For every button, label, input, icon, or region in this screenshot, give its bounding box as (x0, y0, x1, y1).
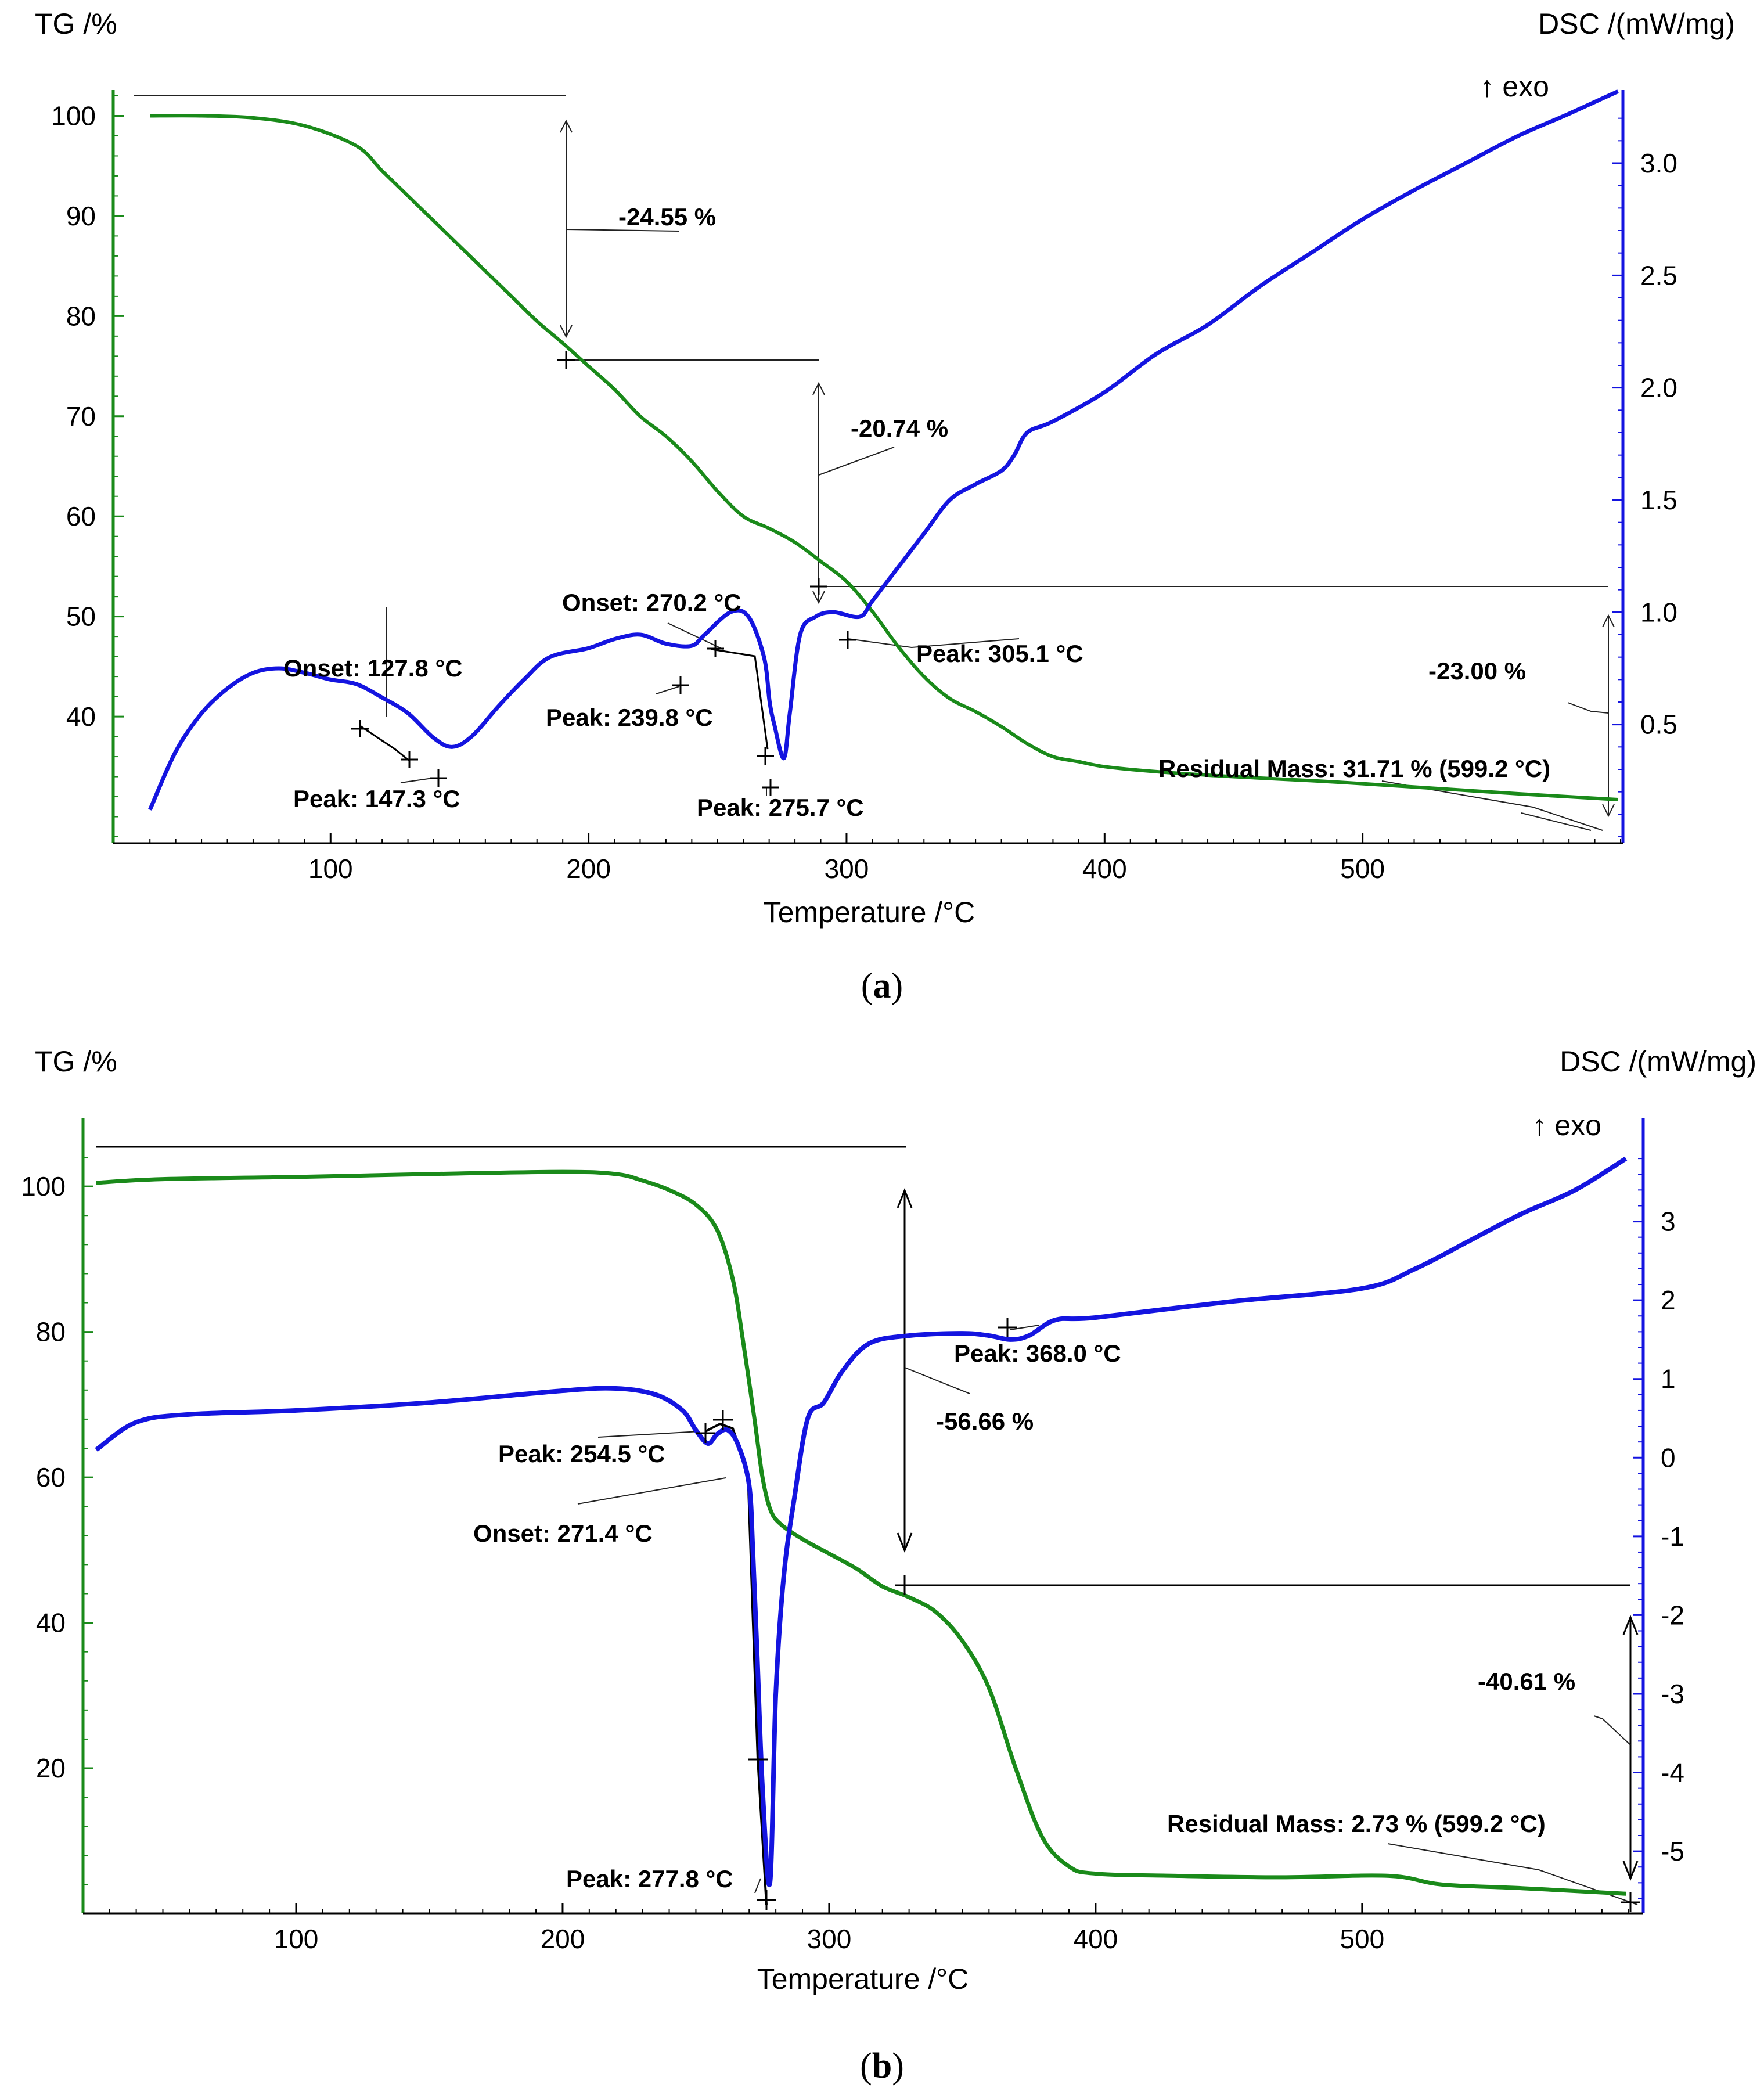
panel-a-minor-ticks (113, 95, 1623, 843)
y-left-tick-label: 50 (66, 602, 96, 632)
y-left-tick-label: 60 (36, 1462, 66, 1492)
x-tick-label: 100 (308, 854, 353, 884)
panel-a-step1-label: -24.55 % (618, 203, 716, 231)
y-left-tick-label: 80 (36, 1317, 66, 1347)
y-left-tick-label: 90 (66, 201, 96, 231)
x-tick-label: 400 (1082, 854, 1127, 884)
panel-a-ticks: 100 200 300 400 500 40 50 60 70 80 90 100 0.5 1.0 1.5 2… (51, 100, 1677, 884)
y-right-tick-label: 3.0 (1640, 148, 1677, 178)
panel-b-caption: (b) (860, 2046, 904, 2086)
y-right-tick-label: 2.0 (1640, 373, 1677, 403)
y-left-tick-label: 20 (36, 1753, 66, 1783)
panel-a-tg-axis-title: TG /% (35, 8, 117, 40)
panel-a-residual-label: Residual Mass: 31.71 % (599.2 °C) (1158, 755, 1550, 782)
panel-a-x-axis-title: Temperature /°C (764, 896, 975, 929)
y-right-tick-label: -1 (1661, 1521, 1684, 1552)
x-tick-label: 200 (566, 854, 611, 884)
panel-a-exo-label: ↑ exo (1479, 70, 1549, 103)
panel-a-caption: (a) (861, 966, 903, 1006)
y-left-tick-label: 40 (36, 1608, 66, 1638)
panel-b-dsc-axis-title: DSC /(mW/mg) (1560, 1045, 1756, 1078)
panel-a-peak2-label: Peak: 239.8 °C (546, 704, 713, 731)
y-right-tick-label: 1 (1661, 1364, 1676, 1394)
panel-b-residual-label: Residual Mass: 2.73 % (599.2 °C) (1167, 1810, 1546, 1837)
x-tick-label: 500 (1340, 854, 1385, 884)
y-left-tick-label: 70 (66, 401, 96, 431)
panel-b-onset1-label: Onset: 271.4 °C (473, 1520, 653, 1547)
panel-a-markers (351, 351, 856, 796)
y-left-tick-label: 100 (21, 1171, 66, 1201)
y-right-tick-label: 1.0 (1640, 597, 1677, 627)
x-tick-label: 300 (807, 1924, 852, 1954)
y-right-tick-label: 3 (1661, 1207, 1676, 1237)
y-left-tick-label: 40 (66, 701, 96, 732)
y-right-tick-label: -4 (1661, 1758, 1684, 1788)
y-right-tick-label: -3 (1661, 1679, 1684, 1709)
panel-b-peak1-label: Peak: 254.5 °C (498, 1440, 665, 1467)
panel-a-dsc-curve (147, 89, 1619, 811)
panel-a-onset1-label: Onset: 127.8 °C (283, 654, 463, 682)
x-tick-label: 400 (1074, 1924, 1118, 1954)
panel-b-dsc-curve (95, 1156, 1628, 1887)
y-right-tick-label: 1.5 (1640, 485, 1677, 515)
panel-b-ticks: 100 200 300 400 500 20 40 60 80 100 -5 -4 -3 -2 -1 0 1 2 3 (21, 1171, 1684, 1954)
panel-b-peak3-label: Peak: 368.0 °C (954, 1340, 1121, 1367)
panel-b-markers (696, 1318, 1640, 1912)
x-tick-label: 300 (825, 854, 869, 884)
panel-a-peak1-label: Peak: 147.3 °C (293, 785, 460, 812)
panel-b-chart: TG /% DSC /(mW/mg) ↑ exo Temperature /°C… (21, 1045, 1756, 2086)
panel-b-exo-label: ↑ exo (1532, 1109, 1601, 1142)
panel-a-peak4-label: Peak: 305.1 °C (916, 640, 1083, 667)
x-tick-label: 100 (274, 1924, 319, 1954)
y-right-tick-label: 2.5 (1640, 260, 1677, 290)
panel-a-tangent-lines (359, 648, 769, 762)
panel-a-annotation-lines (134, 95, 1615, 831)
panel-b-peak2-label: Peak: 277.8 °C (566, 1865, 733, 1892)
panel-b-x-axis-title: Temperature /°C (757, 1963, 969, 1995)
panel-a-step3-label: -23.00 % (1428, 657, 1526, 685)
y-right-tick-label: -5 (1661, 1836, 1684, 1866)
panel-a-chart: TG /% DSC /(mW/mg) ↑ exo Temperature /°C… (35, 8, 1735, 1006)
y-right-tick-label: 0.5 (1640, 710, 1677, 740)
panel-a-step2-label: -20.74 % (851, 415, 948, 442)
panel-a-tg-curve (150, 114, 1618, 801)
panel-b-step2-label: -40.61 % (1478, 1668, 1575, 1695)
panel-a-onset2-label: Onset: 270.2 °C (562, 589, 741, 616)
y-right-tick-label: 2 (1661, 1285, 1676, 1315)
y-left-tick-label: 60 (66, 501, 96, 531)
y-left-tick-label: 100 (51, 100, 96, 131)
y-right-tick-label: -2 (1661, 1600, 1684, 1630)
y-right-tick-label: 0 (1661, 1442, 1676, 1473)
panel-a-peak3-label: Peak: 275.7 °C (697, 794, 864, 821)
y-left-tick-label: 80 (66, 301, 96, 331)
panel-b-annotation-lines (96, 1146, 1639, 1881)
panel-b-tg-curve (96, 1169, 1626, 1896)
panel-b-step1-label: -56.66 % (936, 1408, 1034, 1435)
x-tick-label: 500 (1340, 1924, 1384, 1954)
panel-b-tg-axis-title: TG /% (35, 1045, 117, 1078)
x-tick-label: 200 (541, 1924, 585, 1954)
panel-a-dsc-axis-title: DSC /(mW/mg) (1538, 8, 1735, 40)
